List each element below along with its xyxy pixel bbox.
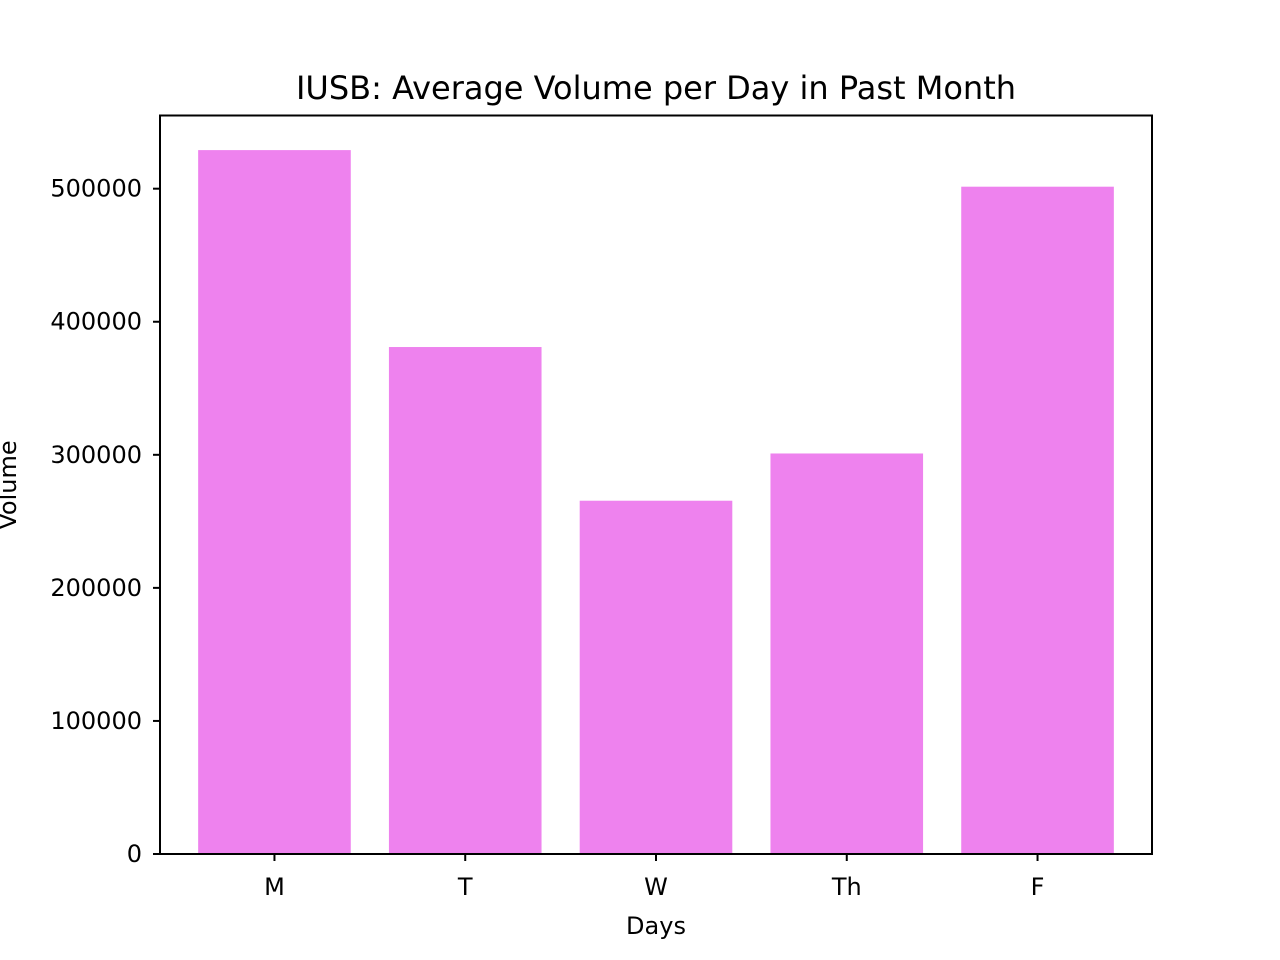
bar-w: [579, 500, 733, 854]
x-tick-label: W: [644, 873, 668, 901]
x-axis-ticks: M T W Th F: [264, 854, 1044, 901]
y-axis-label: Volume: [0, 440, 22, 529]
y-tick-label: 100000: [50, 707, 142, 735]
y-tick-label: 0: [127, 840, 142, 868]
y-tick-label: 400000: [50, 308, 142, 336]
bar-th: [770, 453, 924, 854]
bar-f: [961, 186, 1114, 855]
y-tick-label: 500000: [50, 175, 142, 203]
x-tick-label: F: [1031, 873, 1045, 901]
bar-m: [198, 150, 351, 855]
bar-t: [388, 347, 542, 854]
bars-group: [198, 150, 1114, 855]
x-axis-label: Days: [626, 912, 686, 940]
x-tick-label: Th: [831, 873, 862, 901]
chart-title: IUSB: Average Volume per Day in Past Mon…: [296, 69, 1016, 107]
y-tick-label: 200000: [50, 574, 142, 602]
plot-area-frame: [159, 114, 1153, 855]
y-tick-label: 300000: [50, 441, 142, 469]
x-tick-label: T: [457, 873, 473, 901]
y-axis-ticks: 0 100000 200000 300000 400000 500000: [50, 175, 160, 868]
x-tick-label: M: [264, 873, 285, 901]
